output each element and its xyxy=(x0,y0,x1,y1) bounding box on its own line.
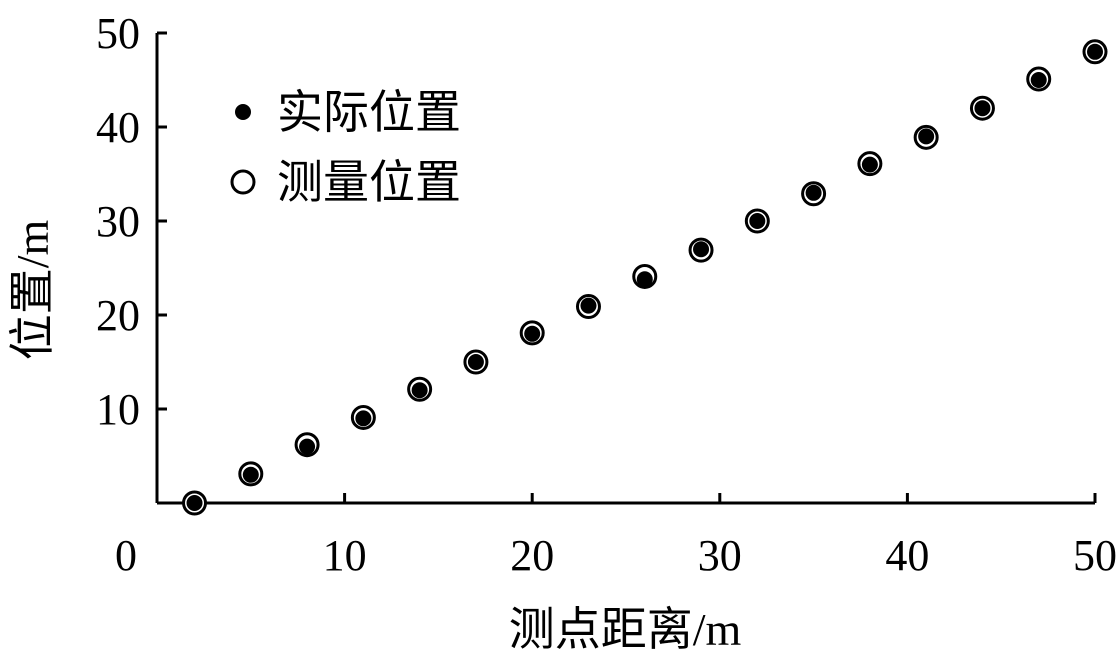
y-axis-title: 位置/m xyxy=(7,220,58,361)
actual-point xyxy=(805,184,822,201)
x-tick-label: 40 xyxy=(885,531,929,580)
x-ticks: 0 10 20 30 40 50 xyxy=(115,493,1116,580)
x-tick-label: 10 xyxy=(323,531,367,580)
actual-point xyxy=(186,495,203,511)
axes xyxy=(155,33,1095,505)
actual-point xyxy=(749,213,766,229)
actual-point xyxy=(861,156,878,173)
actual-point xyxy=(524,325,541,342)
x-tick-label: 0 xyxy=(115,531,137,580)
y-tick-label: 30 xyxy=(96,197,140,246)
actual-point xyxy=(693,241,710,258)
actual-point xyxy=(242,466,259,483)
actual-point xyxy=(580,297,597,314)
legend-actual-label: 实际位置 xyxy=(277,87,461,138)
y-tick-label: 10 xyxy=(96,385,140,434)
y-ticks: 10 20 30 40 50 xyxy=(96,9,167,434)
actual-point xyxy=(636,271,653,288)
actual-point xyxy=(411,382,428,399)
legend-measured-label: 测量位置 xyxy=(277,157,461,208)
actual-point xyxy=(1087,43,1103,60)
actual-point xyxy=(918,128,935,145)
x-axis-title: 测点距离/m xyxy=(509,604,742,655)
legend: 实际位置 测量位置 xyxy=(230,87,461,208)
actual-point xyxy=(355,410,372,427)
actual-series xyxy=(186,43,1103,511)
y-tick-label: 20 xyxy=(96,291,140,340)
legend-measured-marker xyxy=(230,169,256,195)
x-tick-label: 20 xyxy=(510,531,554,580)
actual-point xyxy=(467,354,484,370)
actual-point xyxy=(299,438,316,455)
legend-actual-marker xyxy=(235,104,251,120)
y-tick-label: 50 xyxy=(96,9,140,58)
actual-point xyxy=(1030,72,1047,88)
actual-point xyxy=(974,100,991,117)
x-tick-label: 50 xyxy=(1073,531,1116,580)
y-tick-label: 40 xyxy=(96,103,140,152)
x-tick-label: 30 xyxy=(698,531,742,580)
